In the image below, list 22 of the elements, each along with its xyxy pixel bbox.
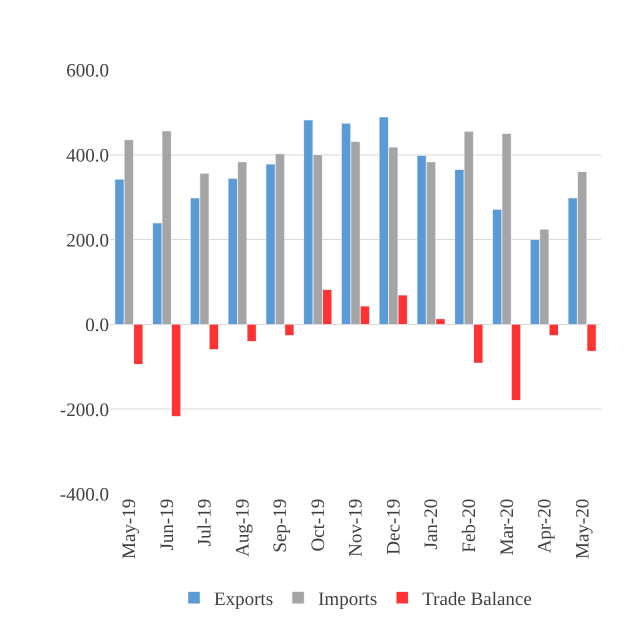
y-tick-label: -400.0: [60, 484, 109, 506]
x-tick-label: Feb-20: [458, 498, 480, 553]
x-tick-label: Aug-19: [232, 498, 254, 557]
legend-label: Imports: [318, 589, 378, 610]
legend-label: Exports: [214, 589, 274, 610]
y-tick-label: 600.0: [66, 60, 109, 82]
x-tick-label: Oct-19: [308, 498, 329, 552]
y-tick-label: 400.0: [66, 145, 109, 166]
x-tick-label: May-19: [119, 498, 140, 559]
x-tick-label: Jun-19: [156, 498, 178, 551]
x-tick-label: Dec-19: [383, 498, 404, 555]
x-tick-label: Mar-20: [496, 498, 518, 556]
x-tick-label: Jan-20: [421, 498, 442, 550]
x-tick-label: Sep-19: [270, 498, 292, 553]
y-tick-label: 200.0: [66, 230, 109, 252]
x-tick-label: Jul-19: [194, 498, 216, 546]
x-tick-label: May-20: [572, 498, 594, 559]
x-tick-label: Apr-20: [534, 498, 556, 554]
y-tick-label: 0.0: [85, 315, 109, 336]
legend-label: Trade Balance: [422, 589, 532, 610]
x-tick-label: Nov-19: [346, 498, 367, 557]
y-tick-label: -200.0: [60, 400, 109, 421]
